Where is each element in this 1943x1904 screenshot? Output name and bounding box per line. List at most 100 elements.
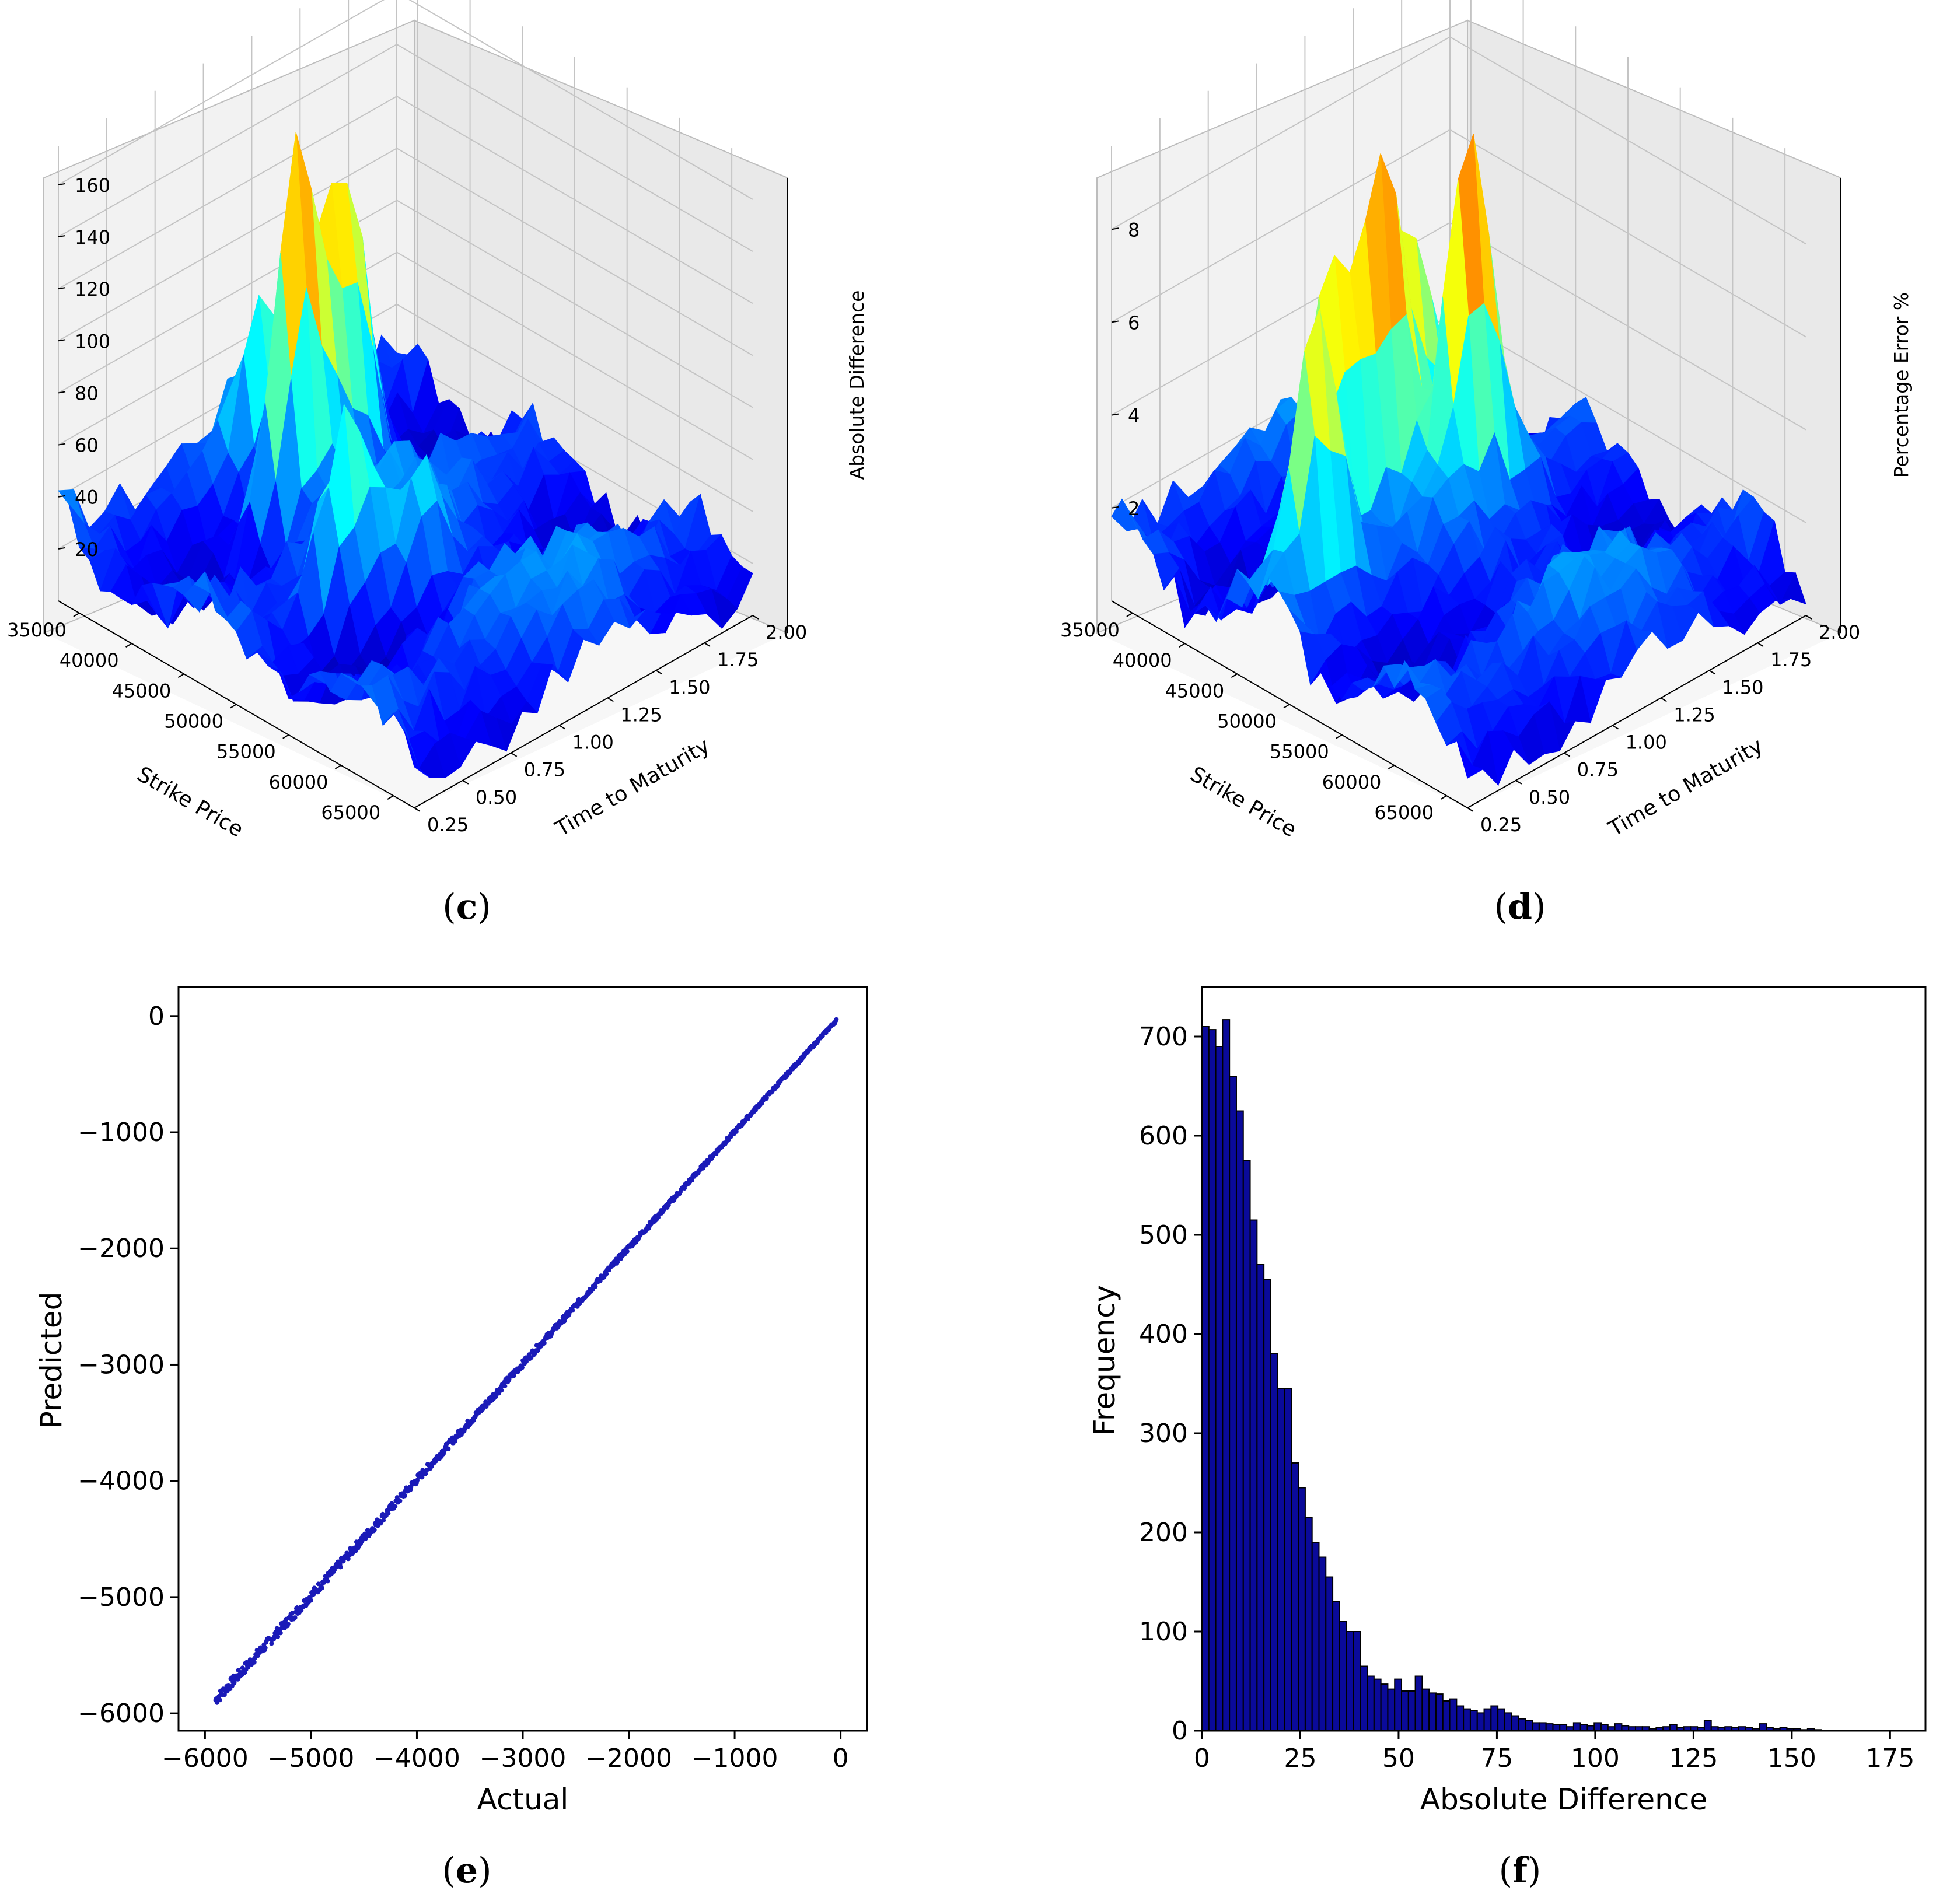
wall-gridline: [58, 0, 753, 200]
scatter-point: [624, 1249, 630, 1254]
z-tick-label: 100: [75, 330, 110, 352]
histogram-bar: [1249, 1219, 1258, 1731]
y-tick-label: 1.75: [1770, 649, 1812, 671]
y-tick-mark: [414, 807, 421, 812]
y-tick-mark: [1757, 642, 1764, 648]
histogram-bar: [1463, 1708, 1471, 1731]
histogram-bar: [1593, 1722, 1602, 1732]
wall-gridline: [58, 95, 753, 304]
y-tick-label: 1.25: [620, 704, 662, 726]
y-tick-label: 0.50: [1529, 786, 1570, 808]
histogram-bar: [1497, 1708, 1505, 1731]
histogram-bar: [1332, 1601, 1340, 1731]
panel-d-z-ticks: 2 4 6 8: [1111, 219, 1140, 520]
x-tick-label: 50000: [164, 710, 223, 733]
histogram-bar: [1263, 1279, 1271, 1731]
wall-gridline: [1111, 36, 1806, 245]
panel-e-y-ticks: 0 −1000 −2000 −3000 −4000 −5000 −6000: [78, 1002, 179, 1728]
z-tick-mark: [58, 183, 66, 186]
x-tick-label: 45000: [1165, 680, 1224, 702]
x-tick-label: 150: [1767, 1744, 1816, 1773]
panel-c-surface: [58, 132, 753, 779]
scatter-point: [493, 1394, 498, 1399]
y-tick-label: 1.50: [1722, 676, 1763, 698]
y-tick-label: −1000: [78, 1118, 165, 1147]
histogram-bar: [1367, 1675, 1375, 1731]
panel-d-zlabel: Percentage Error %: [1890, 292, 1913, 478]
histogram-bar: [1442, 1700, 1451, 1731]
histogram-bar: [1318, 1556, 1327, 1731]
z-tick-mark: [58, 287, 66, 290]
scatter-point: [570, 1308, 575, 1313]
z-tick-label: 6: [1128, 312, 1140, 334]
histogram-bar: [1360, 1665, 1368, 1731]
panel-e-points: [213, 1017, 839, 1705]
histogram-bar: [1277, 1388, 1285, 1731]
x-tick-label: −2000: [585, 1744, 672, 1773]
histogram-bar: [1532, 1722, 1540, 1732]
histogram-bar: [1298, 1487, 1306, 1731]
x-tick-label: 50000: [1217, 710, 1277, 733]
y-tick-mark: [1708, 670, 1715, 675]
histogram-bar: [1325, 1576, 1334, 1731]
scatter-point: [386, 1511, 391, 1516]
wall-gridline: [58, 148, 753, 356]
x-tick-label: −1000: [691, 1744, 778, 1773]
scatter-point: [278, 1630, 283, 1636]
histogram-bar: [1311, 1542, 1320, 1731]
scatter-point: [446, 1447, 451, 1452]
y-tick-label: 300: [1139, 1419, 1188, 1448]
x-tick-label: −5000: [268, 1744, 355, 1773]
x-tick-mark: [1126, 612, 1133, 617]
z-tick-mark: [58, 547, 66, 550]
x-tick-mark: [1283, 704, 1290, 709]
x-tick-label: 75: [1480, 1744, 1513, 1773]
x-tick-label: 60000: [1322, 771, 1382, 793]
histogram-bar: [1421, 1688, 1430, 1731]
x-tick-label: 50: [1382, 1744, 1415, 1773]
panel-c-z-axis: 20 40 60 80 100 120 140 160 Absolute Difference: [58, 174, 868, 633]
y-tick-label: −4000: [78, 1466, 165, 1496]
scatter-point: [292, 1615, 298, 1620]
histogram-bar: [1304, 1517, 1313, 1731]
z-tick-label: 60: [75, 435, 99, 457]
z-tick-mark: [1111, 413, 1119, 416]
histogram-bar: [1387, 1688, 1396, 1731]
histogram-bar: [1476, 1712, 1485, 1732]
z-tick-mark: [58, 495, 66, 498]
x-tick-label: 0: [833, 1744, 849, 1773]
z-tick-mark: [1111, 506, 1119, 509]
y-tick-label: 0: [148, 1002, 165, 1031]
scatter-point: [529, 1355, 534, 1360]
histogram-bar: [1572, 1722, 1581, 1732]
panel-d-y-ticks: 0.25 0.50 0.75 1.00 1.25 1.50 1.75 2.00: [1467, 615, 1860, 836]
histogram-bar: [1242, 1160, 1251, 1731]
scatter-point: [519, 1365, 525, 1370]
x-tick-label: 55000: [216, 741, 276, 763]
y-tick-mark: [655, 670, 662, 675]
panel-f-xlabel: Absolute Difference: [1420, 1783, 1707, 1817]
x-tick-label: 55000: [1270, 741, 1329, 763]
x-tick-mark: [282, 734, 289, 739]
scatter-point: [615, 1259, 620, 1265]
panel-e-x-ticks: −6000 −5000 −4000 −3000 −2000 −1000 0: [162, 1731, 849, 1773]
histogram-bar: [1483, 1708, 1492, 1731]
y-tick-label: 400: [1139, 1320, 1188, 1349]
scatter-point: [733, 1129, 739, 1134]
z-tick-label: 120: [75, 278, 110, 300]
scatter-point: [397, 1499, 403, 1504]
z-tick-label: 140: [75, 226, 110, 249]
histogram-bar: [1291, 1462, 1299, 1731]
y-tick-mark: [704, 642, 711, 648]
histogram-bar: [1456, 1705, 1465, 1731]
x-tick-label: 0: [1194, 1744, 1210, 1773]
z-tick-label: 8: [1128, 219, 1140, 241]
scatter-point: [690, 1178, 695, 1183]
x-tick-label: −4000: [373, 1744, 460, 1773]
z-tick-mark: [58, 339, 66, 342]
histogram-bar: [1407, 1690, 1416, 1731]
scatter-point: [285, 1622, 291, 1627]
histogram-bar: [1469, 1710, 1478, 1731]
panel-d-caption-letter: d: [1508, 887, 1532, 928]
y-tick-label: 1.00: [572, 732, 614, 754]
